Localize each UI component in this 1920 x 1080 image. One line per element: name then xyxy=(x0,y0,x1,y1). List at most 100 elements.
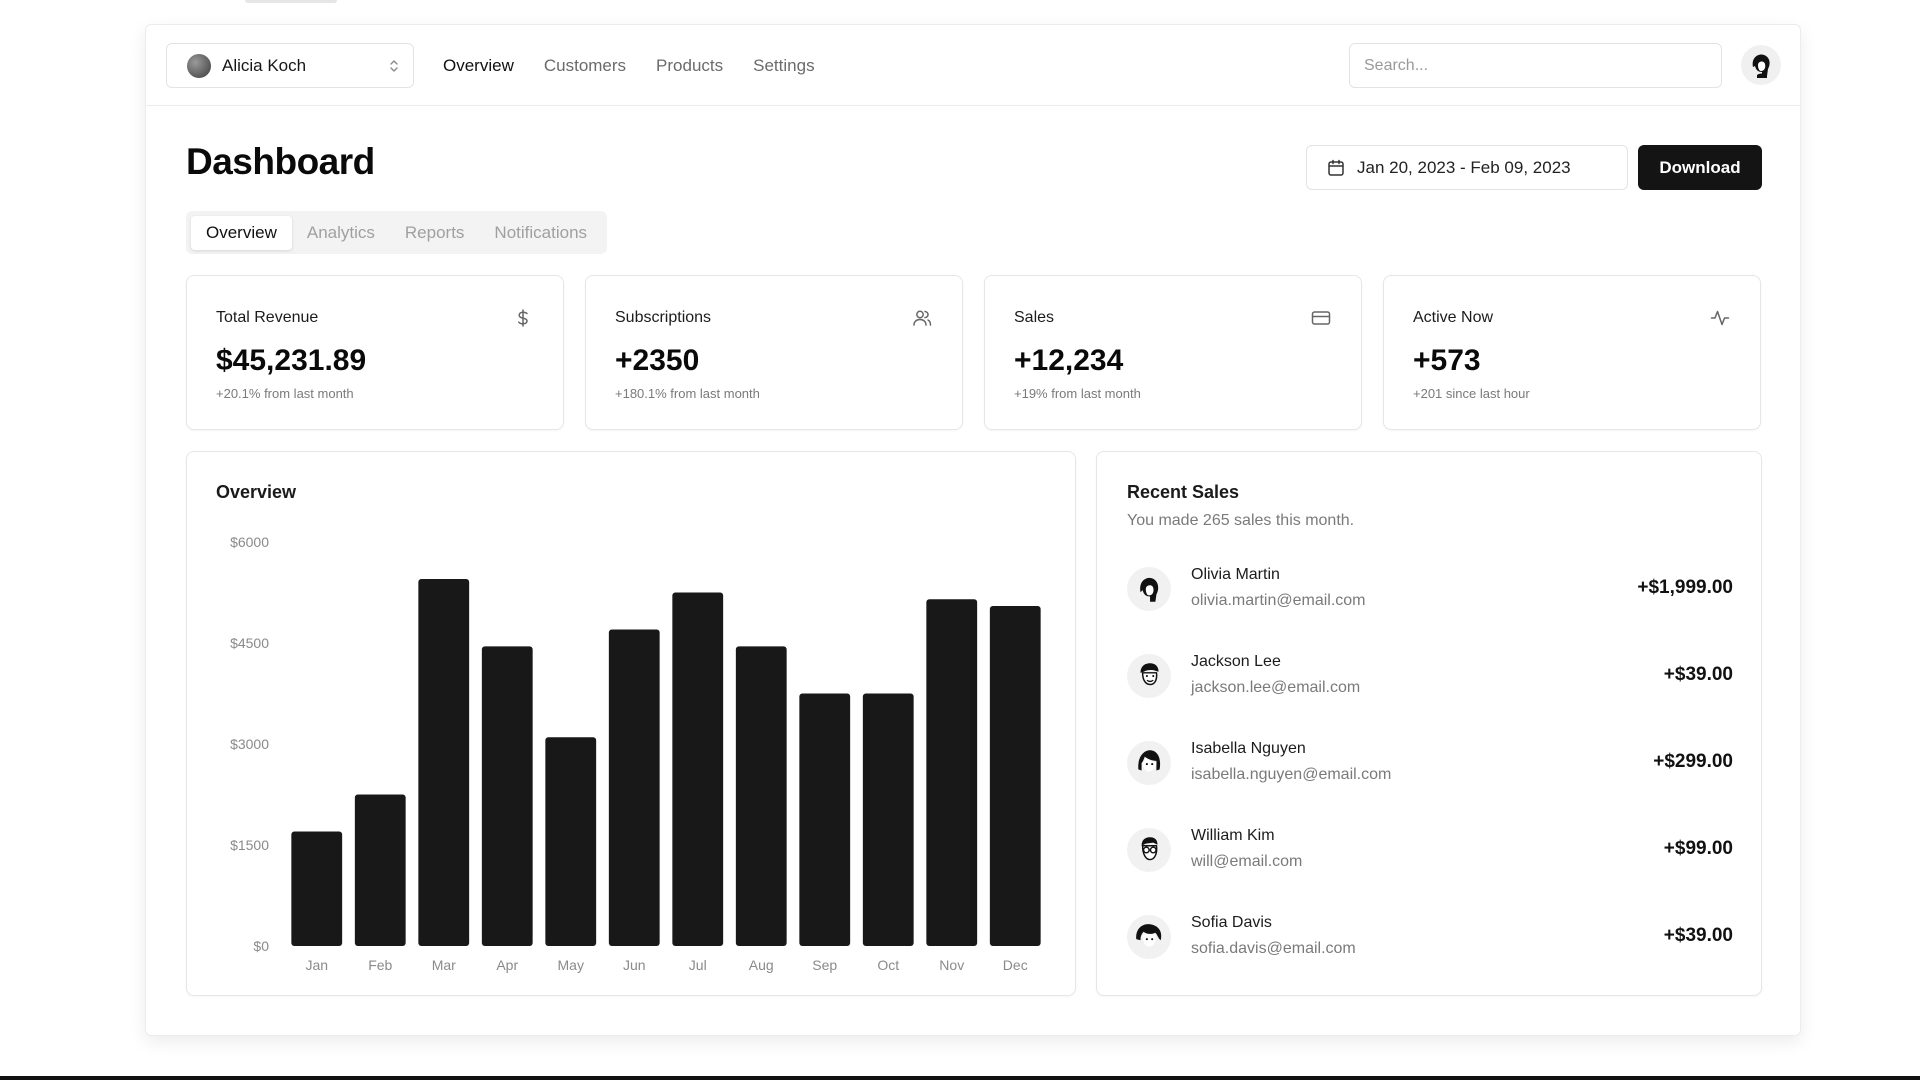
y-tick-label: $6000 xyxy=(230,534,269,550)
chart-bar-apr xyxy=(481,646,533,946)
chart-bar-may xyxy=(545,737,597,946)
top-navigation: Alicia Koch Overview Customers Products … xyxy=(146,25,1800,106)
activity-icon xyxy=(1710,310,1730,326)
chart-bar-dec xyxy=(989,605,1041,946)
y-tick-label: $4500 xyxy=(230,635,269,651)
search-input[interactable] xyxy=(1349,43,1722,88)
x-tick-label: Mar xyxy=(432,957,456,973)
person-avatar-icon xyxy=(1136,924,1162,947)
customer-name: Jackson Lee xyxy=(1191,653,1281,670)
sale-amount: +$1,999.00 xyxy=(1637,577,1733,598)
avatar xyxy=(1127,828,1171,872)
overview-bar-chart: $0 $1500 $3000 $4500 $6000 Jan Feb Mar Apr May Jun… xyxy=(230,534,1041,973)
sale-row: Isabella Nguyen isabella.nguyen@email.co… xyxy=(1127,733,1733,793)
chart-bar-nov xyxy=(926,599,978,946)
chart-bar-oct xyxy=(862,693,914,946)
avatar xyxy=(1127,741,1171,785)
stat-value: +12,234 xyxy=(1014,344,1124,377)
x-tick-label: Sep xyxy=(812,957,837,973)
stat-subtext: +20.1% from last month xyxy=(216,386,354,401)
customer-email: olivia.martin@email.com xyxy=(1191,592,1366,609)
person-avatar-icon xyxy=(1140,663,1159,686)
stat-card-sales: Sales +12,234 +19% from last month xyxy=(984,275,1362,430)
customer-name: Sofia Davis xyxy=(1191,914,1272,931)
tab-notifications[interactable]: Notifications xyxy=(494,222,588,242)
dashboard-tabs: Overview Analytics Reports Notifications xyxy=(186,211,608,254)
avatar xyxy=(1127,915,1171,959)
chart-bar-feb xyxy=(354,794,406,946)
nav-link-customers[interactable]: Customers xyxy=(543,55,627,75)
customer-name: Isabella Nguyen xyxy=(1191,740,1306,757)
tab-analytics[interactable]: Analytics xyxy=(306,222,375,242)
date-range-picker[interactable]: Jan 20, 2023 - Feb 09, 2023 xyxy=(1306,145,1628,190)
team-name: Alicia Koch xyxy=(222,55,307,75)
nav-link-settings[interactable]: Settings xyxy=(753,55,815,75)
customer-email: sofia.davis@email.com xyxy=(1191,940,1356,957)
chart-bar-sep xyxy=(799,693,851,946)
users-icon xyxy=(913,310,932,326)
customer-email: will@email.com xyxy=(1191,853,1303,870)
top-edge-decoration xyxy=(245,0,337,3)
stat-subtext: +201 since last hour xyxy=(1413,386,1530,401)
overview-title: Overview xyxy=(216,482,297,502)
main-nav: Overview Customers Products Settings xyxy=(443,25,845,106)
sale-amount: +$99.00 xyxy=(1663,838,1733,859)
sale-row: Olivia Martin olivia.martin@email.com +$… xyxy=(1127,559,1733,619)
stat-card-subscriptions: Subscriptions +2350 +180.1% from last mo… xyxy=(585,275,963,430)
team-switcher[interactable]: Alicia Koch xyxy=(166,43,414,88)
avatar xyxy=(1127,654,1171,698)
user-avatar[interactable] xyxy=(1741,45,1781,85)
stat-subtext: +19% from last month xyxy=(1014,386,1141,401)
user-avatar-icon xyxy=(1752,54,1770,78)
customer-email: isabella.nguyen@email.com xyxy=(1191,766,1392,783)
x-tick-label: Nov xyxy=(939,957,964,973)
x-tick-label: Feb xyxy=(368,957,392,973)
x-tick-label: Aug xyxy=(749,957,774,973)
x-tick-label: Oct xyxy=(877,957,899,973)
download-button[interactable]: Download xyxy=(1638,145,1762,190)
tab-overview[interactable]: Overview xyxy=(191,215,292,250)
sale-amount: +$39.00 xyxy=(1663,925,1733,946)
stat-card-active-now: Active Now +573 +201 since last hour xyxy=(1383,275,1761,430)
customer-email: jackson.lee@email.com xyxy=(1191,679,1361,696)
x-tick-label: Jun xyxy=(623,957,646,973)
chevron-up-down-icon xyxy=(389,58,399,74)
y-tick-label: $0 xyxy=(253,938,269,954)
recent-sales-card: Recent Sales You made 265 sales this mon… xyxy=(1096,451,1762,996)
recent-sales-subtitle: You made 265 sales this month. xyxy=(1127,512,1355,529)
stat-title: Subscriptions xyxy=(615,309,712,326)
recent-sales-title: Recent Sales xyxy=(1127,482,1240,502)
chart-bar-jun xyxy=(608,629,660,946)
stat-card-total-revenue: Total Revenue $45,231.89 +20.1% from las… xyxy=(186,275,564,430)
y-tick-label: $1500 xyxy=(230,837,269,853)
nav-link-products[interactable]: Products xyxy=(656,55,724,75)
person-avatar-icon xyxy=(1140,577,1159,602)
stat-value: +573 xyxy=(1413,344,1481,377)
sale-row: William Kim will@email.com +$99.00 xyxy=(1127,820,1733,880)
x-tick-label: Jul xyxy=(689,957,707,973)
chart-bar-jan xyxy=(291,831,343,946)
x-tick-label: Apr xyxy=(496,957,518,973)
sale-row: Sofia Davis sofia.davis@email.com +$39.0… xyxy=(1127,907,1733,967)
overview-chart-card: Overview $0 $1500 $3000 $4500 $6000 Jan Feb Mar… xyxy=(186,451,1076,996)
chart-bar-mar xyxy=(418,579,470,946)
sale-row: Jackson Lee jackson.lee@email.com +$39.0… xyxy=(1127,646,1733,706)
sale-amount: +$299.00 xyxy=(1653,751,1733,772)
dollar-icon xyxy=(518,309,528,327)
nav-link-overview[interactable]: Overview xyxy=(443,55,514,75)
chart-bar-jul xyxy=(672,592,724,946)
tab-reports[interactable]: Reports xyxy=(404,222,465,242)
stat-title: Active Now xyxy=(1413,309,1494,326)
x-tick-label: Jan xyxy=(305,957,328,973)
stat-title: Sales xyxy=(1014,309,1055,326)
customer-name: William Kim xyxy=(1191,827,1275,844)
date-range-label: Jan 20, 2023 - Feb 09, 2023 xyxy=(1357,157,1571,177)
stat-value: $45,231.89 xyxy=(216,344,367,377)
stat-title: Total Revenue xyxy=(216,309,319,326)
calendar-icon xyxy=(1328,159,1344,176)
bottom-edge-decoration xyxy=(0,1076,1920,1080)
stat-value: +2350 xyxy=(615,344,700,377)
person-avatar-icon xyxy=(1141,837,1158,861)
person-avatar-icon xyxy=(1138,750,1161,772)
credit-card-icon xyxy=(1311,311,1331,325)
